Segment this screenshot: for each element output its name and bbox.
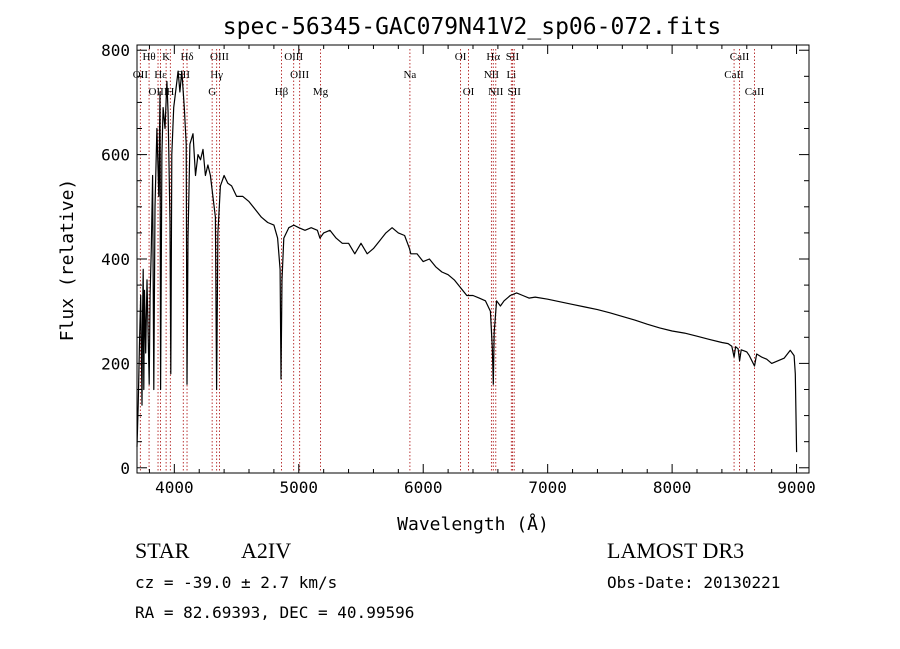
x-tick-label: 4000 (155, 478, 194, 497)
y-tick-label: 0 (120, 459, 130, 478)
y-tick-label: 400 (101, 250, 130, 269)
line-marker-label: OI (463, 86, 475, 98)
line-marker-label: CaII (724, 69, 744, 81)
x-axis-label: Wavelength (Å) (397, 513, 549, 535)
coordinates: RA = 82.69393, DEC = 40.99596 (135, 603, 415, 622)
line-markers: Hθ K Hδ OIII OIII OI Hα SII CaII OII Hε SII Hγ OIII Na… (133, 49, 765, 473)
x-axis: 4000 5000 6000 7000 8000 9000 (148, 45, 816, 497)
obs-date: Obs-Date: 20130221 (607, 573, 781, 592)
line-marker-label: Hα (486, 51, 500, 63)
x-tick-label: 8000 (653, 478, 692, 497)
line-marker-label: Hγ (210, 69, 223, 81)
line-marker-label: Li (506, 69, 516, 81)
line-marker-label: CaII (730, 51, 750, 63)
subclass: A2IV (241, 538, 292, 563)
object-class: STAR (135, 538, 190, 563)
line-marker-label: Hε (154, 69, 167, 81)
y-tick-label: 200 (101, 354, 130, 373)
line-marker-label: NII (484, 69, 500, 81)
y-axis: 0 200 400 600 800 (101, 41, 809, 478)
y-tick-label: 800 (101, 41, 130, 60)
survey-name: LAMOST DR3 (607, 538, 745, 563)
line-marker-label: SII (506, 51, 520, 63)
line-marker-label: Na (403, 69, 416, 81)
line-marker-label: CaII (745, 86, 765, 98)
line-marker-label: H (166, 86, 174, 98)
line-marker-label: OIII (290, 69, 309, 81)
line-marker-label: Mg (313, 86, 329, 98)
line-marker-label: K (162, 51, 170, 63)
line-marker-label: OI (455, 51, 467, 63)
line-marker-label: OIII (284, 51, 303, 63)
spectrum-chart: spec-56345-GAC079N41V2_sp06-072.fits Hθ K… (57, 14, 816, 535)
y-tick-label: 600 (101, 146, 130, 165)
line-marker-label: SII (177, 69, 191, 81)
line-marker-label: OIII (149, 86, 168, 98)
spectrum-line (136, 70, 798, 453)
line-marker-label: Hβ (275, 86, 289, 98)
line-marker-label: Hδ (180, 51, 193, 63)
plot-frame (136, 44, 810, 474)
x-tick-label: 5000 (280, 478, 319, 497)
line-marker-label: G (208, 86, 216, 98)
x-tick-label: 7000 (528, 478, 567, 497)
chart-title: spec-56345-GAC079N41V2_sp06-072.fits (223, 14, 722, 40)
line-marker-label: OII (133, 69, 149, 81)
redshift-cz: cz = -39.0 ± 2.7 km/s (135, 573, 338, 592)
y-axis-label: Flux (relative) (57, 179, 78, 342)
x-tick-label: 9000 (777, 478, 816, 497)
x-tick-label: 6000 (404, 478, 443, 497)
line-marker-label: NII (488, 86, 504, 98)
line-marker-label: OIII (210, 51, 229, 63)
line-marker-label: Hθ (142, 51, 155, 63)
line-marker-label: SII (507, 86, 521, 98)
